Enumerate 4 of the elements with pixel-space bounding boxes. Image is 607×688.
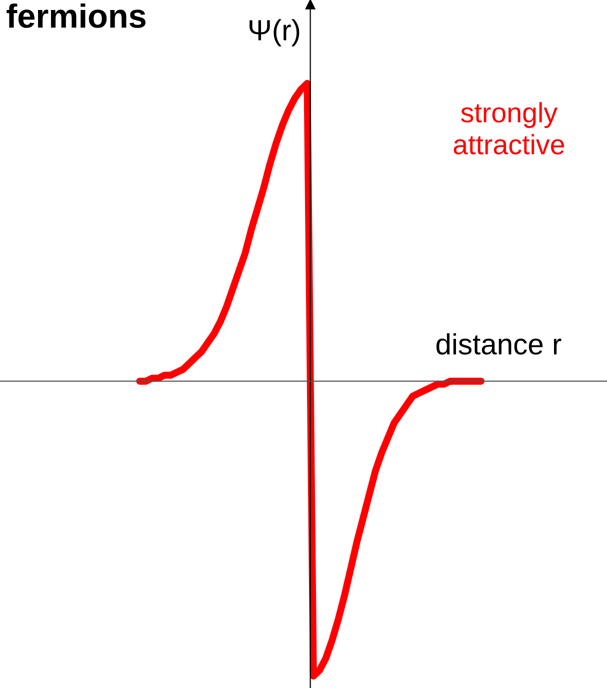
y-axis-title: Ψ(r): [250, 19, 300, 46]
chart-title: fermions: [6, 3, 146, 28]
x-axis-title: distance r: [436, 333, 562, 355]
annotation: strongly attractive: [454, 102, 564, 154]
